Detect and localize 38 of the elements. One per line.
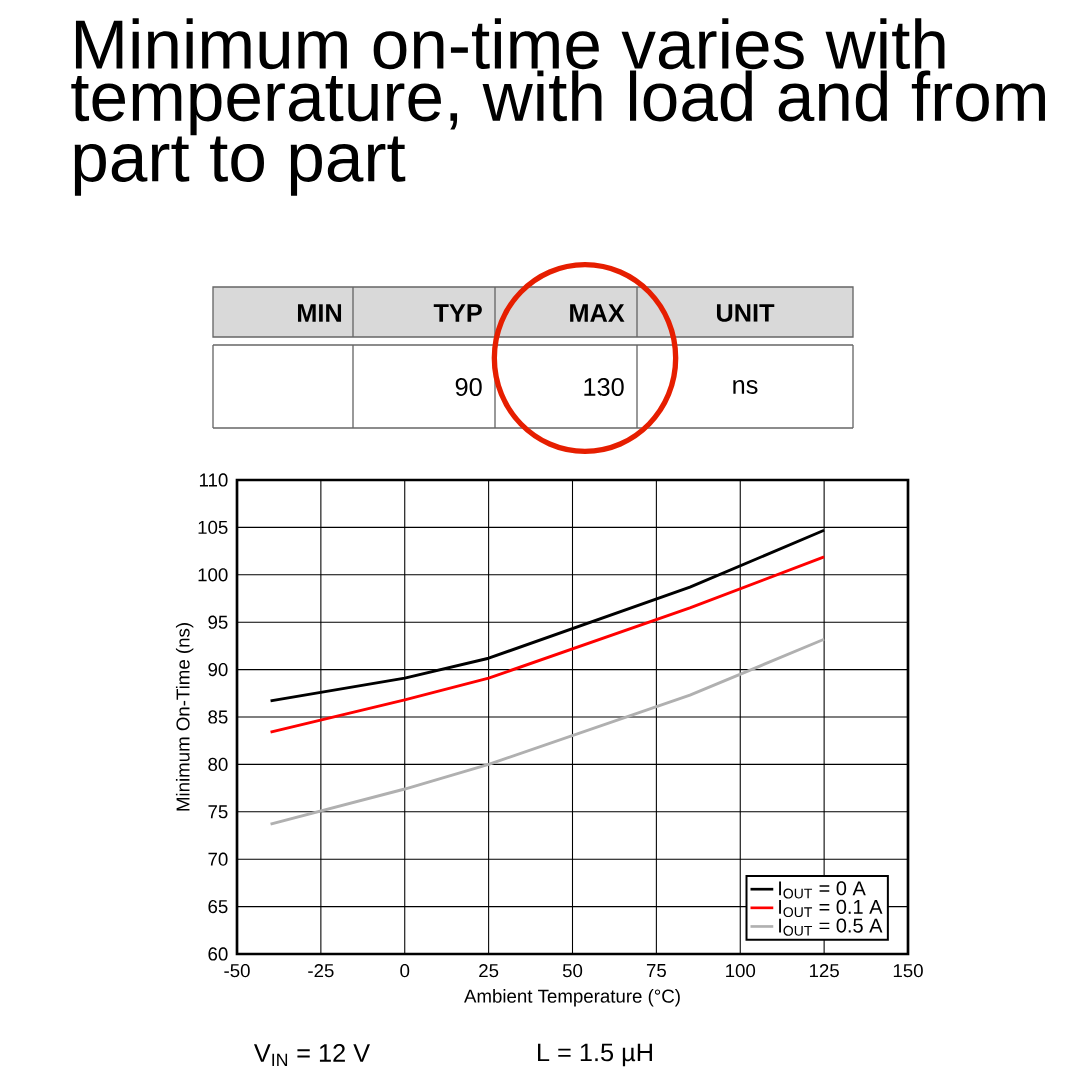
text: 130 (584, 378, 624, 396)
y-tick-label: 110 (199, 473, 228, 487)
y-tick-label: 70 (208, 852, 228, 866)
x-tick-label: 100 (726, 964, 756, 978)
legend-label: I$_{OUT}$ = 0.1 A (779, 899, 883, 918)
y-tick-label: 60 (208, 947, 228, 961)
x-axis-title: Ambient Temperature (°C) (464, 989, 680, 1007)
x-tick-label: 25 (479, 964, 499, 978)
text: L = 1.5 µH (538, 1043, 652, 1067)
x-tick-label: 125 (809, 964, 839, 978)
y-tick-label: 95 (208, 615, 228, 629)
x-tick-label: -25 (308, 964, 334, 978)
text: 90 (455, 378, 482, 396)
text: ns (733, 380, 758, 394)
line-series (269, 637, 826, 826)
y-axis-title: Minimum On-Time (ns) (175, 623, 194, 811)
text: MAX (570, 304, 625, 322)
y-tick-label: 90 (208, 662, 228, 677)
x-tick-label: 50 (562, 964, 583, 978)
y-tick-label: 85 (208, 710, 228, 724)
line-series (269, 528, 826, 703)
legend-label: I$_{OUT}$ = 0 A (779, 881, 866, 899)
text: UNIT (716, 304, 775, 322)
line-series (269, 555, 826, 734)
x-tick-label: 150 (893, 964, 923, 978)
x-tick-label: 0 (400, 964, 410, 978)
y-tick-label: 65 (208, 899, 228, 914)
y-tick-label: 105 (198, 520, 228, 535)
y-tick-label: 100 (198, 568, 228, 582)
y-tick-label: 75 (208, 805, 228, 819)
text: V$_{IN}$ = 12 V (253, 1044, 370, 1066)
text: TYP (433, 304, 482, 322)
legend-label: I$_{OUT}$ = 0.5 A (779, 918, 883, 936)
x-tick-label: -50 (224, 964, 250, 978)
chart-title: Minimum on-time varies with temperature, with load and from part to part (71, 18, 1045, 196)
text: MIN (297, 304, 342, 322)
x-tick-label: 75 (646, 964, 666, 978)
y-tick-label: 80 (208, 757, 228, 772)
